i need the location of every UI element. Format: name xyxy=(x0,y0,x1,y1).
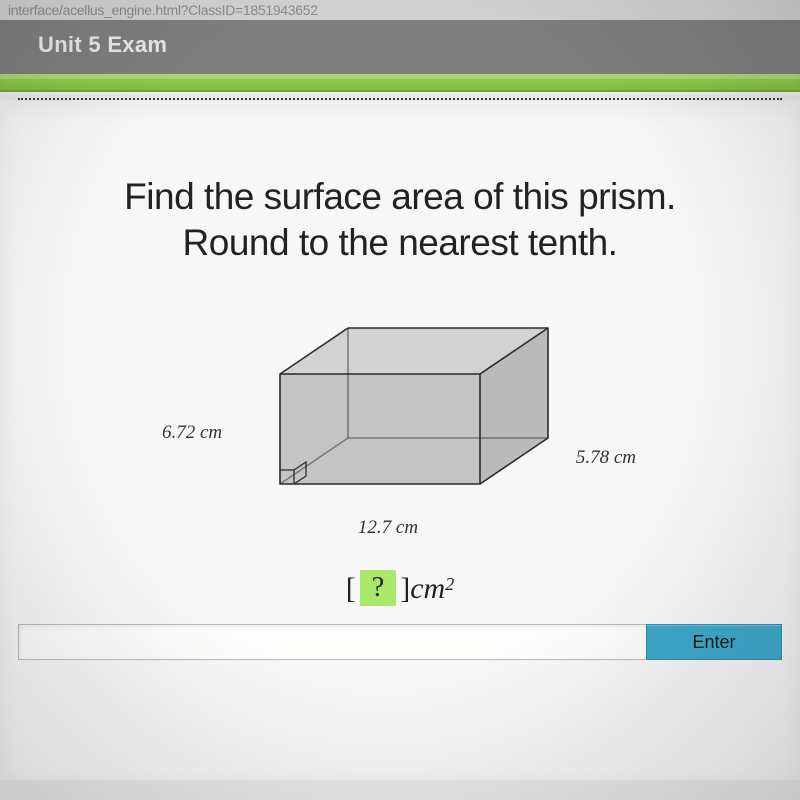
prism-svg xyxy=(220,304,580,534)
question-text: Find the surface area of this prism. Rou… xyxy=(40,176,760,264)
enter-button[interactable]: Enter xyxy=(646,624,782,660)
question-line-2: Round to the nearest tenth. xyxy=(40,222,760,264)
answer-input-row: Enter xyxy=(18,624,782,660)
content-area: Find the surface area of this prism. Rou… xyxy=(0,100,800,780)
answer-template: [?]cm2 xyxy=(10,570,790,606)
label-width: 12.7 cm xyxy=(358,517,418,539)
header-bar: Unit 5 Exam xyxy=(0,20,800,74)
url-bar: interface/acellus_engine.html?ClassID=18… xyxy=(0,0,800,20)
prism-front-face xyxy=(280,374,480,484)
answer-unit: cm2 xyxy=(410,572,454,605)
label-height: 6.72 cm xyxy=(162,422,222,444)
answer-input-wrap xyxy=(18,624,647,660)
left-bracket: [ xyxy=(346,572,356,605)
label-depth: 5.78 cm xyxy=(576,447,636,469)
prism-figure: 6.72 cm 5.78 cm 12.7 cm xyxy=(220,304,580,534)
answer-placeholder-box: ? xyxy=(360,570,396,606)
progress-strip xyxy=(0,74,800,92)
right-bracket: ] xyxy=(400,572,410,605)
question-line-1: Find the surface area of this prism. xyxy=(40,176,760,218)
question-paper: Find the surface area of this prism. Rou… xyxy=(0,100,800,780)
answer-input[interactable] xyxy=(19,625,646,659)
page-title: Unit 5 Exam xyxy=(38,32,167,57)
